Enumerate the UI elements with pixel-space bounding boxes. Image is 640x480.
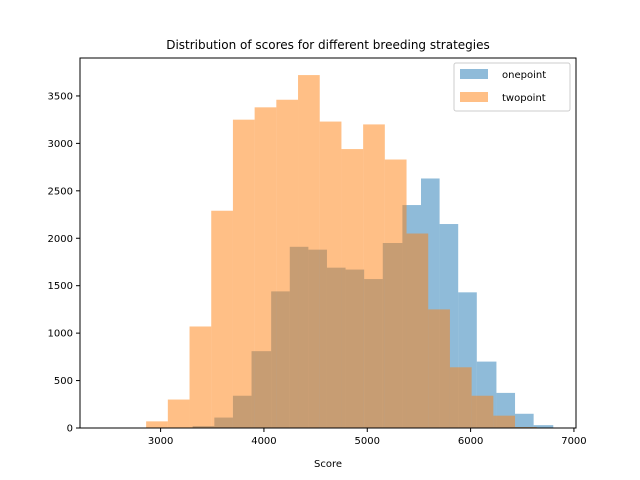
y-tick-label-3000: 3000 <box>48 139 73 150</box>
legend-swatch-onepoint <box>460 69 488 79</box>
y-tick-label-500: 500 <box>54 376 73 387</box>
x-tick-label-5000: 5000 <box>355 436 380 447</box>
x-axis: 3000 4000 5000 6000 7000 <box>148 428 587 447</box>
y-tick-label-1500: 1500 <box>48 281 73 292</box>
bar-twopoint-14 <box>449 367 472 428</box>
x-tick-label-4000: 4000 <box>251 436 276 447</box>
y-tick-label-2000: 2000 <box>48 234 73 245</box>
bar-twopoint-15 <box>471 395 494 428</box>
bar-twopoint-8 <box>319 121 342 429</box>
legend-label-onepoint: onepoint <box>502 70 546 81</box>
bar-twopoint-16 <box>493 415 516 428</box>
chart-title: Distribution of scores for different bre… <box>166 38 490 52</box>
plot-frame <box>79 57 577 429</box>
bar-twopoint-9 <box>341 149 364 429</box>
bar-twopoint-6 <box>276 99 299 428</box>
y-tick-label-1000: 1000 <box>48 329 73 340</box>
y-tick-label-2500: 2500 <box>48 186 73 197</box>
bar-twopoint-0 <box>146 421 168 428</box>
series-twopoint-bars <box>146 75 537 429</box>
y-tick-label-3500: 3500 <box>48 91 73 102</box>
x-tick-label-6000: 6000 <box>458 436 483 447</box>
legend-swatch-twopoint <box>460 92 488 102</box>
bar-twopoint-5 <box>254 107 277 428</box>
bar-twopoint-2 <box>189 326 212 428</box>
x-tick-label-7000: 7000 <box>561 436 586 447</box>
x-tick-label-3000: 3000 <box>148 436 173 447</box>
y-axis: 0 500 1000 1500 2000 2500 3000 3500 <box>48 91 80 435</box>
bar-onepoint-18 <box>533 425 554 428</box>
legend: onepoint twopoint <box>453 62 571 112</box>
bar-twopoint-1 <box>167 399 190 428</box>
bar-twopoint-12 <box>406 233 429 428</box>
x-axis-label: Score <box>314 459 342 470</box>
bar-twopoint-11 <box>384 159 407 428</box>
bar-twopoint-10 <box>363 124 385 429</box>
bar-twopoint-3 <box>211 210 233 428</box>
legend-label-twopoint: twopoint <box>502 93 546 104</box>
y-tick-label-0: 0 <box>67 424 73 435</box>
bar-twopoint-13 <box>428 309 450 428</box>
bar-twopoint-4 <box>232 119 255 429</box>
bar-onepoint-17 <box>515 413 534 428</box>
bar-twopoint-7 <box>298 75 320 429</box>
